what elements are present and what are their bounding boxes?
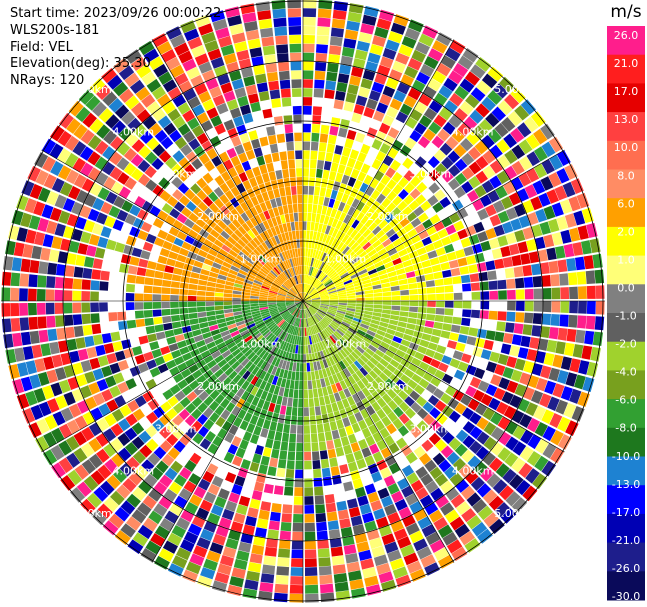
- instrument-label: WLS200s-181: [10, 23, 100, 38]
- range-ring-label: 4.00km: [113, 465, 155, 478]
- range-ring-label: 3.00km: [155, 168, 197, 181]
- range-ring-label: 3.00km: [410, 422, 452, 435]
- velocity-gate-group: [22, 8, 605, 597]
- range-ring-label: 1.00km: [240, 253, 282, 266]
- field-label: Field: VEL: [10, 40, 73, 55]
- range-ring-label: 2.00km: [197, 380, 239, 393]
- range-ring-label: 1.00km: [240, 337, 282, 350]
- elevation-label: Elevation(deg): 35.30: [10, 56, 151, 71]
- range-ring-label: 5.00km: [70, 507, 112, 520]
- range-ring-label: 4.00km: [452, 465, 494, 478]
- range-ring-label: 2.00km: [367, 380, 409, 393]
- range-ring-label: 4.00km: [452, 125, 494, 138]
- velocity-gate-group: [42, 18, 594, 573]
- velocity-gates: [1, 0, 605, 603]
- start-time-label: Start time: 2023/09/26 00:00:22: [10, 6, 222, 21]
- velocity-gate-group: [16, 14, 578, 555]
- range-ring-label: 4.00km: [113, 125, 155, 138]
- range-ring-label: 1.00km: [325, 337, 367, 350]
- range-ring-label: 3.00km: [410, 168, 452, 181]
- range-ring-label: 2.00km: [367, 210, 409, 223]
- velocity-gate-group: [1, 43, 603, 599]
- velocity-gate-group: [19, 1, 605, 603]
- range-ring-label: 3.00km: [155, 422, 197, 435]
- nrays-label: NRays: 120: [10, 73, 85, 88]
- velocity-gate-group: [16, 11, 601, 601]
- range-ring-label: 2.00km: [197, 210, 239, 223]
- range-ring-label: 5.00km: [494, 507, 536, 520]
- range-ring-label: 5.00km: [494, 83, 536, 96]
- range-ring-label: 5.00km: [70, 83, 112, 96]
- range-ring-label: 1.00km: [325, 253, 367, 266]
- azimuth-spoke: [41, 149, 565, 453]
